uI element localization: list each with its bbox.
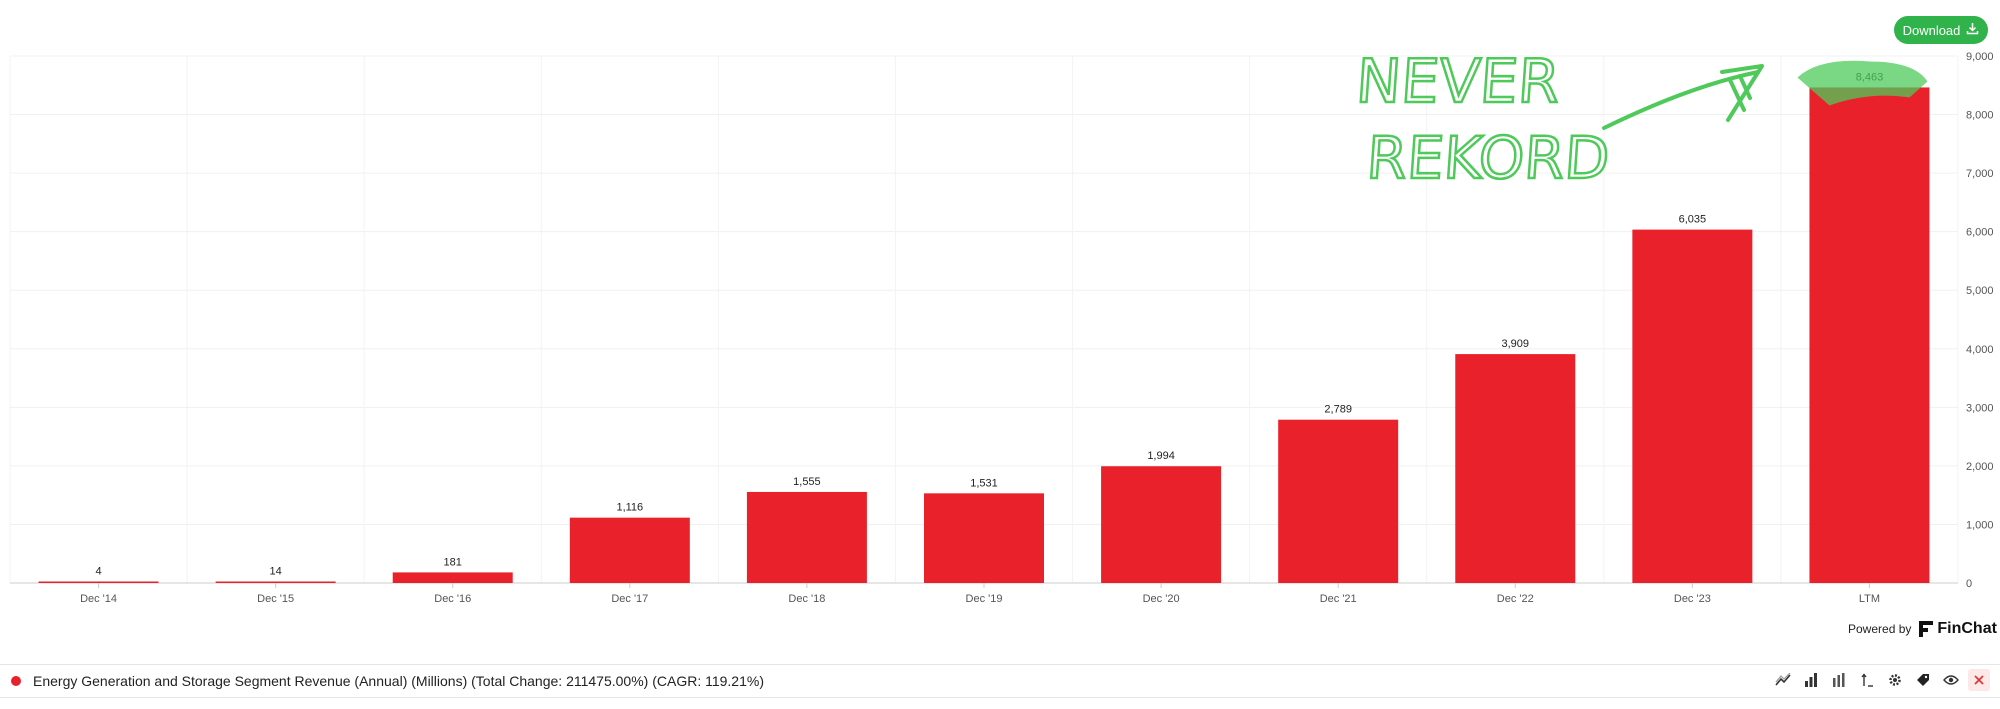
series-name[interactable]: Energy Generation and Storage Segment Re… <box>33 673 764 689</box>
data-label: 3,909 <box>1502 338 1530 350</box>
annotation-text-never: NEVER <box>1354 47 1562 117</box>
data-label: 181 <box>444 556 462 568</box>
annotation-text-rekord: REKORD <box>1365 124 1612 192</box>
powered-by: Powered by FinChat <box>1848 620 1997 638</box>
x-tick-label: Dec '18 <box>788 593 825 605</box>
bar[interactable] <box>1101 466 1222 583</box>
x-tick-label: Dec '20 <box>1143 593 1180 605</box>
y-tick-label: 8,000 <box>1966 110 1994 122</box>
y-tick-label: 2,000 <box>1966 461 1994 473</box>
data-label: 14 <box>270 566 282 578</box>
data-label: 1,994 <box>1147 450 1175 462</box>
sort-icon[interactable] <box>1856 669 1878 691</box>
y-tick-label: 7,000 <box>1966 168 1994 180</box>
bar[interactable] <box>1632 229 1753 583</box>
data-label: 1,116 <box>616 502 643 514</box>
powered-by-text: Powered by <box>1848 622 1912 636</box>
close-icon[interactable] <box>1968 669 1990 691</box>
x-tick-label: Dec '14 <box>80 593 117 605</box>
grouped-bar-icon[interactable] <box>1828 669 1850 691</box>
bar[interactable] <box>38 581 159 584</box>
data-label: 2,789 <box>1324 404 1352 416</box>
y-tick-label: 3,000 <box>1966 402 1994 414</box>
brand-name: FinChat <box>1937 620 1997 637</box>
bar[interactable] <box>392 572 513 583</box>
annotation-arrow-line <box>1602 70 1760 130</box>
x-tick-label: Dec '21 <box>1320 593 1357 605</box>
bars <box>38 87 1930 584</box>
x-tick-label: Dec '23 <box>1674 593 1711 605</box>
y-tick-label: 9,000 <box>1966 51 1994 63</box>
legend-bar: Energy Generation and Storage Segment Re… <box>0 664 2000 698</box>
eye-icon[interactable] <box>1940 669 1962 691</box>
tag-icon[interactable] <box>1912 669 1934 691</box>
finchat-logo[interactable]: FinChat <box>1919 620 1997 638</box>
download-button[interactable]: Download <box>1894 16 1988 44</box>
x-tick-label: Dec '15 <box>257 593 294 605</box>
bar[interactable] <box>1809 87 1930 583</box>
gear-icon[interactable] <box>1884 669 1906 691</box>
y-tick-label: 4,000 <box>1966 344 1994 356</box>
bar[interactable] <box>1278 419 1399 583</box>
x-tick-label: Dec '19 <box>966 593 1003 605</box>
bar[interactable] <box>1455 354 1576 583</box>
data-label: 1,531 <box>970 477 998 489</box>
x-tick-label: LTM <box>1859 593 1880 605</box>
x-axis: Dec '14 Dec '15 Dec '16 Dec '17 Dec '18 Dec '… <box>80 583 1880 605</box>
handwritten-annotation: NEVER REKORD <box>1353 46 1928 193</box>
annotation-arrow-head <box>1720 64 1764 122</box>
bar[interactable] <box>924 493 1044 583</box>
y-tick-label: 5,000 <box>1966 285 1994 297</box>
bar[interactable] <box>569 517 690 583</box>
highlight-scribble <box>1797 60 1928 106</box>
finchat-logo-icon <box>1919 621 1934 637</box>
bar-chart-icon[interactable] <box>1800 669 1822 691</box>
x-tick-label: Dec '22 <box>1497 593 1534 605</box>
data-label: 1,555 <box>793 476 821 488</box>
download-icon <box>1966 22 1979 38</box>
chart-toolbar <box>1772 669 1990 691</box>
download-label: Download <box>1902 22 1961 38</box>
data-label: 4 <box>95 566 101 578</box>
series-color-dot[interactable] <box>11 676 21 686</box>
data-label: 6,035 <box>1679 214 1707 226</box>
line-chart-icon[interactable] <box>1772 669 1794 691</box>
bar[interactable] <box>746 491 867 583</box>
x-tick-label: Dec '17 <box>611 593 648 605</box>
x-tick-label: Dec '16 <box>434 593 471 605</box>
y-tick-label: 1,000 <box>1966 519 1994 531</box>
bar[interactable] <box>215 581 336 584</box>
y-tick-label: 6,000 <box>1966 227 1994 239</box>
y-tick-label: 0 <box>1966 578 1972 590</box>
y-axis: 0 1,000 2,000 3,000 4,000 5,000 6,000 7,000 8,00… <box>1966 51 1994 590</box>
